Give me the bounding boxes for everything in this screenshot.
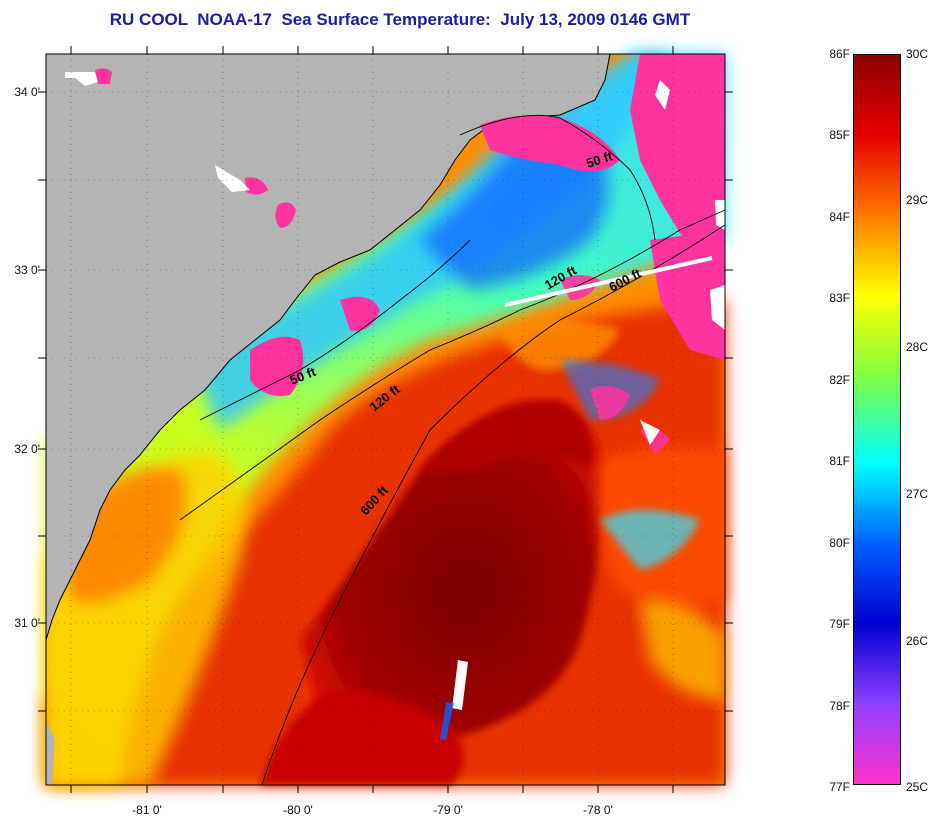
- isobath-600ft: [261, 224, 726, 786]
- lon-tick-label: -79 0': [433, 803, 463, 817]
- colorbar-f-label: 80F: [829, 536, 850, 550]
- colorbar-f-label: 86F: [829, 47, 850, 61]
- colorbar-f-label: 77F: [829, 780, 850, 794]
- colorbar-c-label: 29C: [906, 193, 929, 207]
- isobath-50ft: [199, 239, 471, 421]
- isobath-120ft: [179, 209, 726, 521]
- isobath-50ft: [459, 114, 656, 241]
- axis-ticks: [38, 46, 733, 793]
- colorbar-c-label: 26C: [906, 634, 929, 648]
- colorbar-c-label: 25C: [906, 780, 929, 794]
- colorbar-f-label: 81F: [829, 454, 850, 468]
- lon-tick-label: -78 0': [583, 803, 613, 817]
- colorbar-f-label: 84F: [829, 210, 850, 224]
- sst-map: 50 ft 50 ft 120 ft 120 ft 600 ft 600 ft: [38, 46, 733, 793]
- colorbar-c-label: 27C: [906, 487, 929, 501]
- lon-tick-label: -81 0': [132, 803, 162, 817]
- colorbar-f-label: 78F: [829, 699, 850, 713]
- colorbar-f-label: 85F: [829, 128, 850, 142]
- colorbar-f-label: 83F: [829, 291, 850, 305]
- colorbar-f-label: 79F: [829, 617, 850, 631]
- ocean-field: [46, 54, 725, 785]
- lat-tick-label: 34 0': [14, 85, 40, 99]
- cloud-cover: [65, 54, 725, 455]
- lat-tick-label: 32 0': [14, 442, 40, 456]
- lat-tick-label: 33 0': [14, 263, 40, 277]
- map-title: RU COOL NOAA-17 Sea Surface Temperature:…: [109, 10, 691, 29]
- transect-line: [504, 256, 713, 307]
- map-frame: [45, 53, 726, 786]
- colorbar-f-label: 82F: [829, 373, 850, 387]
- lat-tick-label: 31 0': [14, 616, 40, 630]
- colorbar-c-label: 30C: [906, 47, 929, 61]
- isobath-lines: [179, 114, 726, 786]
- lon-tick-label: -80 0': [283, 803, 313, 817]
- temperature-colorbar: [853, 54, 901, 785]
- colorbar-c-label: 28C: [906, 340, 929, 354]
